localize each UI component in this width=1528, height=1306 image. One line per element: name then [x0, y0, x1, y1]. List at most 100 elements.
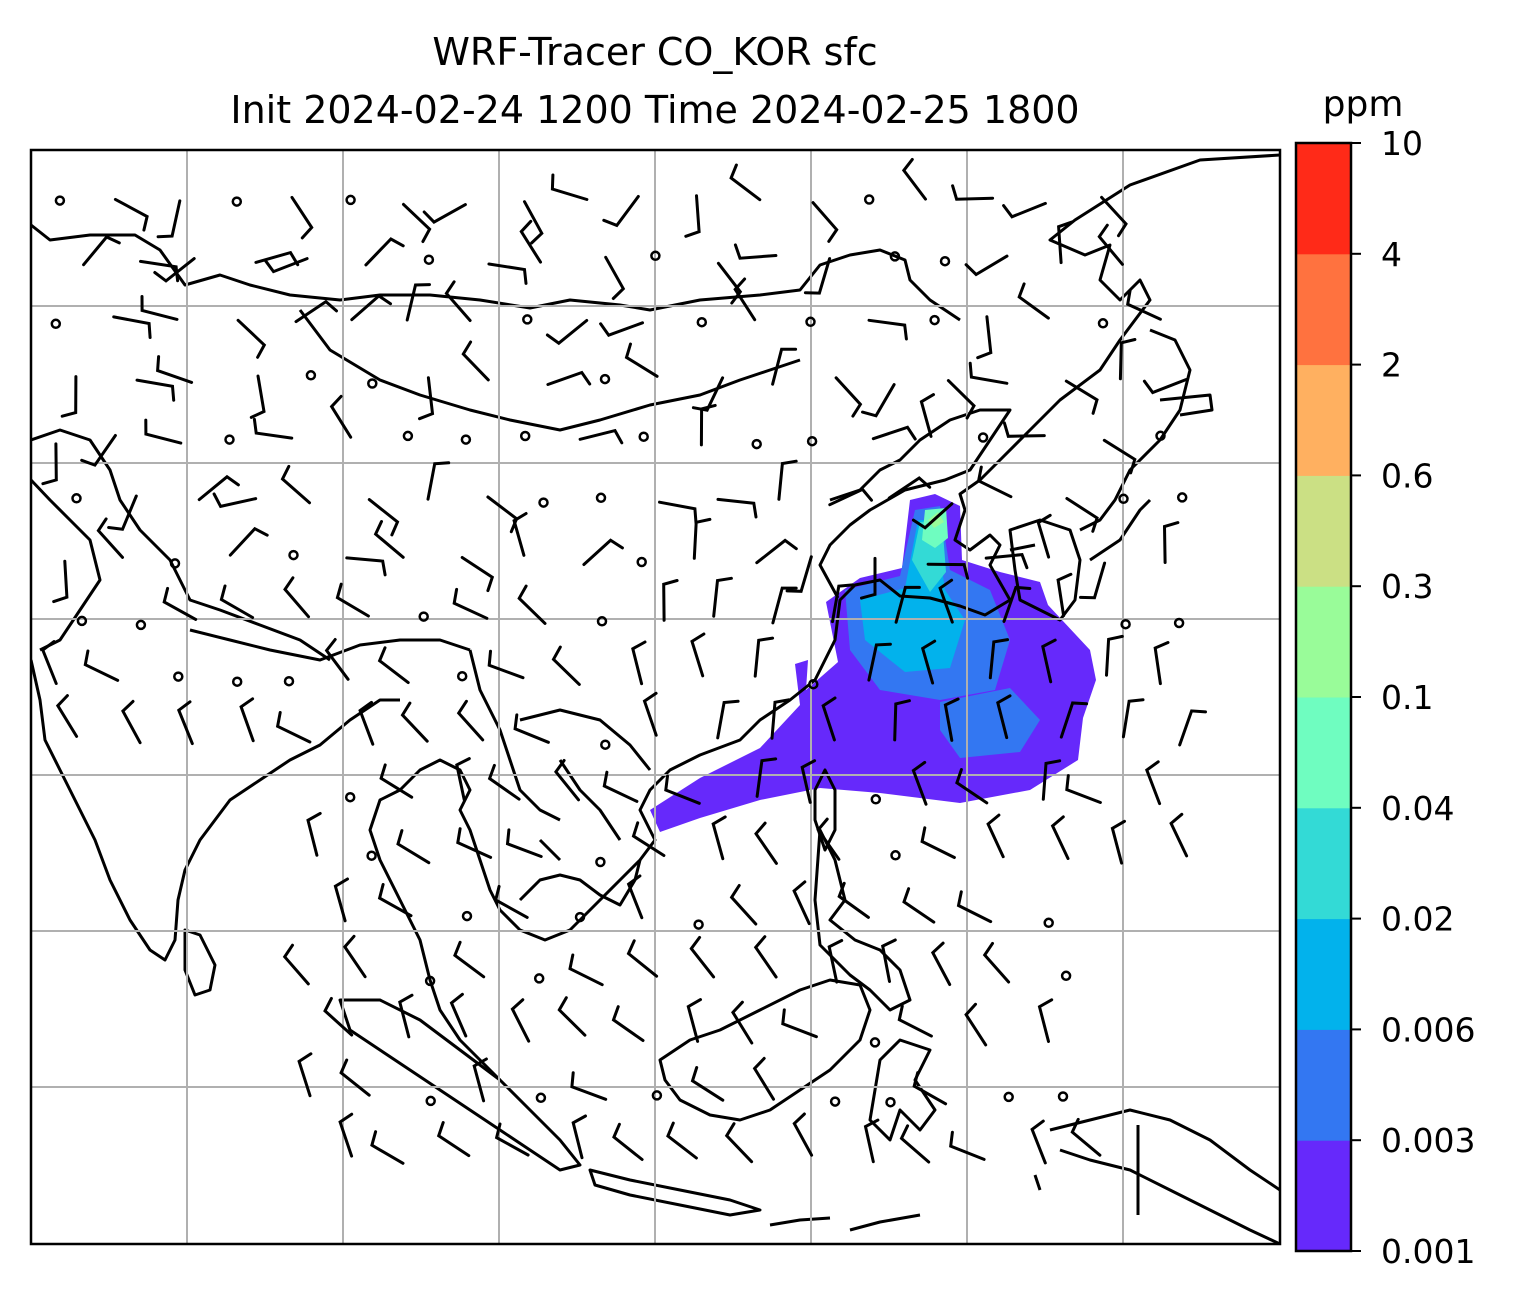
wind-barb-calm	[367, 378, 378, 389]
wind-barb	[690, 1066, 725, 1102]
wind-barb	[899, 1124, 931, 1164]
wind-barb-calm	[600, 739, 611, 750]
colorbar-segment-10	[1296, 143, 1351, 255]
wind-barb	[345, 556, 387, 577]
coastline-korea	[1008, 518, 1082, 622]
coastline-new-guinea	[1049, 1108, 1280, 1244]
wind-barb-calm	[696, 316, 708, 328]
wind-barb	[893, 699, 911, 742]
wind-barb	[1153, 641, 1170, 686]
wind-barb	[96, 517, 124, 559]
wind-barb-calm	[890, 850, 901, 861]
border-china-west	[31, 428, 331, 662]
wind-barb	[486, 495, 519, 534]
wind-barb	[968, 361, 1009, 385]
wind-barb	[800, 759, 817, 804]
wind-barb-calm	[533, 973, 545, 984]
coastline-sulawesi	[868, 1038, 937, 1142]
wind-barb	[1178, 709, 1207, 747]
wind-barb	[283, 576, 310, 619]
wind-barb-calm	[595, 856, 606, 868]
colorbar-tick-label: 2	[1381, 346, 1402, 385]
wind-barb	[472, 1057, 488, 1103]
wind-barb	[684, 194, 701, 238]
wind-barb	[162, 586, 198, 621]
wind-barb-calm	[805, 316, 816, 328]
wind-barb	[785, 555, 813, 593]
wind-barb	[689, 935, 716, 979]
wind-barb	[729, 884, 758, 926]
wind-barb-calm	[345, 194, 356, 206]
colorbar-segment-4	[1296, 807, 1351, 920]
wind-barb	[80, 434, 117, 467]
wind-barb	[139, 259, 180, 283]
wind-barb-calm	[650, 250, 661, 262]
wind-barb-calm	[1043, 917, 1054, 929]
wind-barb	[733, 277, 757, 322]
wind-barb	[452, 587, 489, 620]
wind-barb	[513, 713, 550, 744]
wind-barb	[860, 556, 877, 600]
wind-barb-calm	[522, 314, 533, 325]
wind-barb	[83, 649, 120, 682]
wind-barb	[254, 250, 300, 267]
wind-barb-calm	[54, 195, 66, 206]
wind-barb	[881, 938, 897, 983]
wind-barb	[350, 294, 392, 322]
wind-barb	[546, 370, 592, 386]
wind-barb	[156, 355, 194, 384]
wind-barb	[306, 811, 322, 857]
wind-barb	[871, 425, 917, 441]
wind-barb-calm	[283, 675, 295, 687]
wind-barb	[1002, 201, 1047, 219]
wind-barb	[107, 494, 138, 531]
wind-barb	[373, 520, 405, 559]
wind-barb	[582, 538, 624, 566]
wind-barb	[692, 517, 712, 560]
wind-barb-calm	[595, 492, 607, 504]
colorbar-unit-label: ppm	[1323, 84, 1404, 125]
wind-barb-calm	[863, 194, 875, 205]
wind-barb	[753, 935, 778, 979]
wind-barb	[1118, 338, 1137, 381]
wind-barb	[631, 821, 666, 857]
wind-barb-calm	[636, 556, 647, 568]
colorbar-tick-label: 0.04	[1381, 789, 1454, 828]
wind-barb	[1050, 815, 1070, 860]
wind-barb-calm	[693, 919, 704, 930]
wind-barb	[578, 428, 624, 445]
wind-barb-calm	[1176, 492, 1188, 503]
coastline-taiwan	[813, 768, 837, 852]
wind-barb	[686, 998, 702, 1043]
wind-barb	[631, 640, 647, 686]
wind-barb	[624, 342, 659, 378]
wind-barb	[1162, 521, 1180, 564]
colorbar-segment-9	[1296, 253, 1351, 366]
wind-barb	[453, 940, 486, 979]
wind-barb	[228, 526, 269, 557]
wind-barb	[554, 759, 580, 802]
colorbar-segment-1	[1296, 1140, 1351, 1252]
wind-barb-calm	[1118, 493, 1129, 505]
coastline-java	[588, 1168, 762, 1217]
coastline-borneo	[658, 978, 872, 1122]
wind-barb-calm	[456, 670, 468, 682]
wind-barb	[523, 200, 544, 245]
wind-barb	[570, 1071, 608, 1101]
wind-barb	[324, 638, 350, 681]
wind-barb-calm	[135, 619, 147, 631]
coastline-east-asia	[568, 153, 1280, 932]
wind-barb	[1059, 701, 1089, 739]
wind-barb	[949, 1130, 986, 1161]
wind-barb	[604, 255, 626, 300]
wind-barb	[897, 1004, 933, 1038]
wind-barb	[82, 235, 121, 267]
wind-barb	[821, 696, 837, 742]
wind-barb	[370, 1130, 405, 1165]
wind-barb	[867, 642, 892, 682]
wind-barb-calm	[651, 1090, 663, 1101]
wind-barb	[1121, 698, 1145, 739]
wind-barb	[1065, 497, 1099, 533]
wind-barb	[176, 700, 194, 746]
wind-barb	[510, 998, 531, 1043]
